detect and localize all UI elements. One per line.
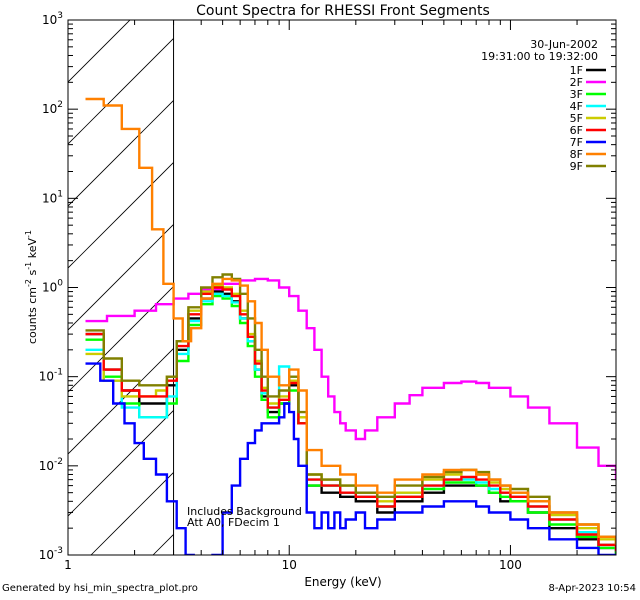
legend-label-7F: 7F [570,136,583,149]
series-7F-line [85,362,616,555]
hatch-line [68,409,174,517]
y-tick-label: 100 [42,279,63,295]
legend-label-4F: 4F [570,100,583,113]
legend-label-3F: 3F [570,88,583,101]
footer-generator: Generated by hsi_min_spectra_plot.pro [2,583,198,594]
annotation-background: Includes Background [187,505,302,518]
legend-label-8F: 8F [570,148,583,161]
series-9F-line [85,273,616,545]
chart-title: Count Spectra for RHESSI Front Segments [196,3,490,19]
legend-label-2F: 2F [570,76,583,89]
series-2F-line [85,277,616,480]
x-tick-label: 10 [282,558,297,572]
y-tick-label: 10-1 [39,368,63,384]
series-group [85,97,616,555]
y-tick-label: 101 [42,189,63,205]
hatch-line [68,99,174,207]
legend-label-9F: 9F [570,160,583,173]
y-tick-label: 103 [42,11,63,27]
hatch-line [90,471,174,555]
date-label: 30-Jun-2002 [530,38,598,51]
y-axis-label: counts cm-2 s-1 keV-1 [24,230,39,344]
x-axis-label: Energy (keV) [304,575,381,589]
axes-group: 1 10 100 10-3 10-2 10-1 100 101 102 103 [39,11,616,572]
y-tick-label: 10-2 [39,457,63,473]
legend-label-6F: 6F [570,124,583,137]
series-1F-line [85,290,616,555]
series-8F-line [85,97,616,545]
legend-label-1F: 1F [570,64,583,77]
time-range-label: 19:31:00 to 19:32:00 [481,50,598,63]
legend-label-5F: 5F [570,112,583,125]
series-3F-line [85,294,616,555]
x-tick-label: 1 [64,558,72,572]
hatch-line [68,223,174,331]
annotation-attenuator: Att A0, FDecim 1 [187,516,280,529]
y-tick-label: 102 [42,100,63,116]
footer-timestamp: 8-Apr-2023 10:54 [548,583,636,594]
y-tick-label: 10-3 [39,546,63,562]
hatch-line [68,37,174,145]
x-tick-label: 100 [499,558,522,572]
